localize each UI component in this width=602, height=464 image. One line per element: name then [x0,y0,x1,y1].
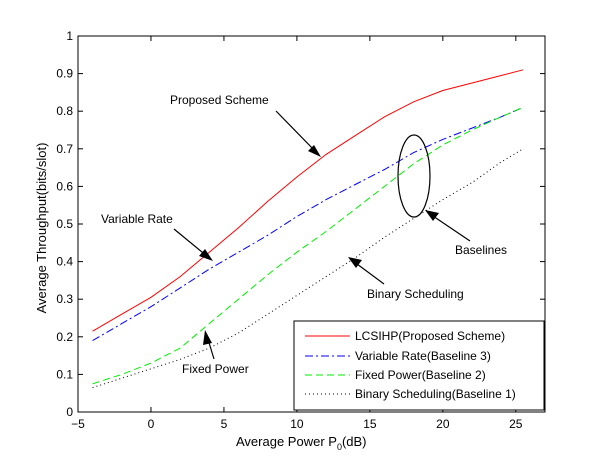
baselines-ellipse [397,134,431,218]
series-line-0 [92,69,524,332]
x-axis-label-subscript: 0 [337,442,342,452]
y-tick-label: 0.4 [56,255,73,269]
x-tick-label: 0 [148,417,155,431]
legend-label-1: Variable Rate(Baseline 3) [355,349,491,363]
y-tick-label: 0.5 [56,217,73,231]
annotation-proposed-scheme: Proposed Scheme [170,93,269,107]
annotation-variable-rate: Variable Rate [101,212,173,226]
y-axis-label: Average Throughput(bits/slot) [34,143,49,314]
y-tick-label: 0.6 [56,179,73,193]
x-tick-label: −5 [71,417,85,431]
series-line-3 [92,148,524,389]
x-tick-label: 25 [509,417,523,431]
x-tick-label: 10 [290,417,304,431]
y-tick-label: 0.1 [56,367,73,381]
y-tick-label: 0.9 [56,67,73,81]
arrowhead-fixed-power [203,330,212,345]
y-tick-label: 0.7 [56,142,73,156]
arrowhead-variable-rate [199,249,213,261]
y-tick-label: 0.3 [56,292,73,306]
arrow-proposed-scheme [275,110,318,154]
y-tick-label: 0.8 [56,104,73,118]
x-tick-label: 20 [436,417,450,431]
y-tick-label: 1 [66,29,73,43]
series-lines [92,69,524,389]
arrowhead-baselines [425,210,439,221]
legend-label-0: LCSIHP(Proposed Scheme) [355,329,505,343]
series-line-2 [92,106,524,385]
annotation-binary-scheduling: Binary Scheduling [367,287,464,301]
arrowhead-binary-scheduling [348,257,362,268]
x-tick-label: 15 [363,417,377,431]
legend: LCSIHP(Proposed Scheme) Variable Rate(Ba… [293,320,545,411]
annotation-fixed-power: Fixed Power [182,362,249,376]
y-tick-label: 0 [66,405,73,419]
x-tick-label: 5 [221,417,228,431]
x-axis-label-unit: (dB) [342,434,367,449]
x-axis-label: Average Power P0(dB) [236,434,367,452]
arrow-baselines [429,213,471,242]
legend-label-2: Fixed Power(Baseline 2) [355,368,486,382]
arrowhead-proposed-scheme [308,145,321,157]
y-tick-label: 0.2 [56,330,73,344]
series-line-1 [92,106,524,342]
legend-label-3: Binary Scheduling(Baseline 1) [355,387,516,401]
annotation-baselines: Baselines [455,243,507,257]
axis-ticks: −5 0 5 10 15 20 2500.10.20.30.40.50.60.70.80.9… [56,29,545,431]
x-axis-label-main: Average Power P [236,434,337,449]
